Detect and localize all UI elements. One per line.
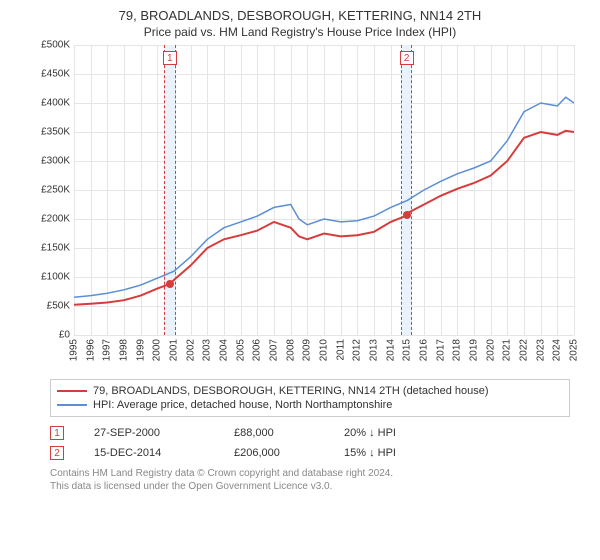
series-hpi <box>74 97 574 297</box>
sales-row: 2 15-DEC-2014 £206,000 15% ↓ HPI <box>50 443 570 463</box>
y-tick-label: £150K <box>41 242 70 253</box>
y-tick-label: £100K <box>41 271 70 282</box>
sale-flag-small: 2 <box>50 446 64 460</box>
gridline-vertical <box>574 45 575 335</box>
sale-flag-small: 1 <box>50 426 64 440</box>
x-tick-label: 2023 <box>535 339 546 361</box>
sale-price: £206,000 <box>234 447 314 459</box>
footer-line: Contains HM Land Registry data © Crown c… <box>50 467 570 480</box>
chart-container: 79, BROADLANDS, DESBOROUGH, KETTERING, N… <box>0 0 600 493</box>
y-tick-label: £350K <box>41 126 70 137</box>
legend-label: 79, BROADLANDS, DESBOROUGH, KETTERING, N… <box>93 385 489 397</box>
sale-price: £88,000 <box>234 427 314 439</box>
x-tick-label: 2025 <box>569 339 580 361</box>
x-tick-label: 2009 <box>302 339 313 361</box>
sale-date: 27-SEP-2000 <box>94 427 204 439</box>
chart-subtitle: Price paid vs. HM Land Registry's House … <box>10 25 590 39</box>
legend-item: 79, BROADLANDS, DESBOROUGH, KETTERING, N… <box>57 384 563 398</box>
x-tick-label: 2014 <box>385 339 396 361</box>
x-tick-label: 1995 <box>69 339 80 361</box>
x-tick-label: 2012 <box>352 339 363 361</box>
x-tick-label: 1999 <box>135 339 146 361</box>
y-tick-label: £300K <box>41 155 70 166</box>
legend-label: HPI: Average price, detached house, Nort… <box>93 399 392 411</box>
x-tick-label: 2007 <box>269 339 280 361</box>
sale-pct-vs-hpi: 20% ↓ HPI <box>344 427 444 439</box>
y-tick-label: £200K <box>41 213 70 224</box>
legend-swatch <box>57 404 87 406</box>
x-tick-label: 2004 <box>219 339 230 361</box>
footer-line: This data is licensed under the Open Gov… <box>50 480 570 493</box>
footer-attribution: Contains HM Land Registry data © Crown c… <box>50 467 570 493</box>
series-property <box>74 131 574 305</box>
y-tick-label: £500K <box>41 39 70 50</box>
x-tick-label: 2015 <box>402 339 413 361</box>
sales-table: 1 27-SEP-2000 £88,000 20% ↓ HPI 2 15-DEC-2014… <box>50 423 570 463</box>
x-tick-label: 2022 <box>519 339 530 361</box>
x-tick-label: 2024 <box>552 339 563 361</box>
x-tick-label: 2001 <box>169 339 180 361</box>
line-series <box>74 45 574 335</box>
legend-swatch <box>57 390 87 392</box>
plot-area: £0£50K£100K£150K£200K£250K£300K£350K£400… <box>30 45 590 375</box>
x-tick-label: 2016 <box>419 339 430 361</box>
x-tick-label: 2006 <box>252 339 263 361</box>
x-axis: 1995199619971998199920002001200220032004… <box>74 335 574 375</box>
y-tick-label: £400K <box>41 97 70 108</box>
x-tick-label: 2010 <box>319 339 330 361</box>
sale-pct-vs-hpi: 15% ↓ HPI <box>344 447 444 459</box>
y-tick-label: £450K <box>41 68 70 79</box>
x-tick-label: 2002 <box>185 339 196 361</box>
x-tick-label: 2020 <box>485 339 496 361</box>
x-tick-label: 2008 <box>285 339 296 361</box>
x-tick-label: 2018 <box>452 339 463 361</box>
legend: 79, BROADLANDS, DESBOROUGH, KETTERING, N… <box>50 379 570 417</box>
y-axis: £0£50K£100K£150K£200K£250K£300K£350K£400… <box>30 45 74 335</box>
y-tick-label: £250K <box>41 184 70 195</box>
x-tick-label: 2000 <box>152 339 163 361</box>
x-tick-label: 2021 <box>502 339 513 361</box>
x-tick-label: 2019 <box>469 339 480 361</box>
sale-dot <box>403 211 411 219</box>
sale-dot <box>166 280 174 288</box>
x-tick-label: 2017 <box>435 339 446 361</box>
legend-item: HPI: Average price, detached house, Nort… <box>57 398 563 412</box>
x-tick-label: 2011 <box>335 339 346 361</box>
x-tick-label: 2005 <box>235 339 246 361</box>
y-tick-label: £50K <box>47 300 70 311</box>
sales-row: 1 27-SEP-2000 £88,000 20% ↓ HPI <box>50 423 570 443</box>
x-tick-label: 1997 <box>102 339 113 361</box>
x-tick-label: 2003 <box>202 339 213 361</box>
chart-title: 79, BROADLANDS, DESBOROUGH, KETTERING, N… <box>10 8 590 25</box>
x-tick-label: 1996 <box>85 339 96 361</box>
x-tick-label: 2013 <box>369 339 380 361</box>
sale-date: 15-DEC-2014 <box>94 447 204 459</box>
x-tick-label: 1998 <box>119 339 130 361</box>
